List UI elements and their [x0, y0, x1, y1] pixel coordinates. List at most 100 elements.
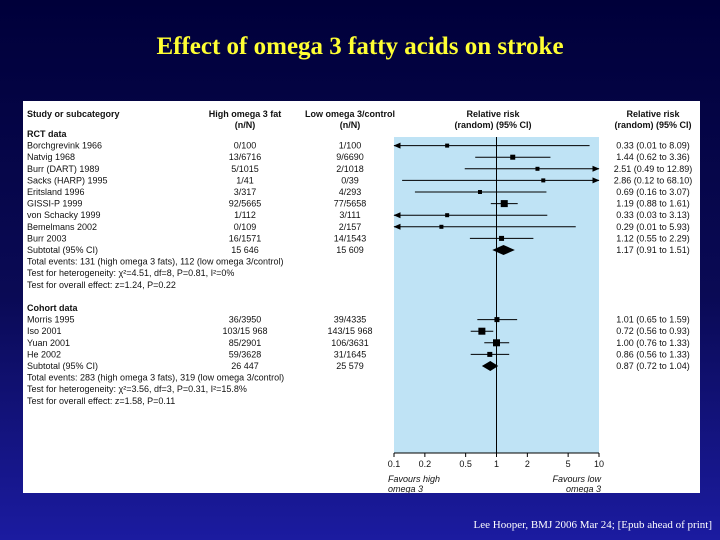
high-n: 59/3628 [229, 349, 262, 359]
study-name: Burr 2003 [27, 233, 67, 243]
low-n: 3/111 [339, 210, 360, 220]
study-row: Yuan 2001 85/2901 106/3631 1.00 (0.76 to 1.… [27, 338, 690, 348]
rr-ci-text: 1.01 (0.65 to 1.59) [616, 315, 690, 325]
low-n: 1/100 [339, 141, 362, 151]
study-name: Sacks (HARP) 1995 [27, 175, 108, 185]
citation: Lee Hooper, BMJ 2006 Mar 24; [Epub ahead… [473, 519, 712, 531]
ci-arrow-left [393, 223, 401, 230]
low-n: 39/4335 [334, 315, 367, 325]
x-tick-label: 10 [594, 459, 604, 469]
forest-plot: Study or subcategory High omega 3 fat (n… [27, 109, 692, 493]
study-row: Eritsland 1996 3/317 4/293 0.69 (0.16 to 3.… [27, 187, 690, 197]
pooled-estimate-diamond [481, 361, 499, 371]
header-rr-2: (random) (95% CI) [454, 120, 531, 130]
study-row: von Schacky 1999 1/112 3/111 0.33 (0.03 to … [27, 210, 690, 220]
subtotal-row: Subtotal (95% CI) 15 646 15 609 1.17 (0.91 … [27, 245, 690, 255]
ci-arrow-right [592, 177, 600, 184]
high-n: 1/41 [236, 175, 254, 185]
rr-ci-text: 1.12 (0.55 to 2.29) [616, 233, 690, 243]
high-n: 16/1571 [229, 233, 262, 243]
study-row: Morris 1995 36/3950 39/4335 1.01 (0.65 to 1… [27, 315, 690, 325]
rr-ci-text: 0.72 (0.56 to 0.93) [616, 326, 690, 336]
group-label: RCT data [27, 129, 67, 139]
effect-point [535, 166, 540, 171]
high-n: 36/3950 [229, 315, 262, 325]
study-row: GISSI-P 1999 92/5665 77/5658 1.19 (0.88 to … [27, 199, 690, 209]
rr-ci-text: 2.51 (0.49 to 12.89) [614, 164, 693, 174]
study-name: Burr (DART) 1989 [27, 164, 99, 174]
low-n: 2/157 [339, 222, 362, 232]
pooled-estimate-diamond [492, 245, 515, 255]
forest-marks [393, 137, 600, 453]
high-n: 13/6716 [229, 152, 262, 162]
effect-point [478, 327, 486, 335]
rr-ci-text: 0.86 (0.56 to 1.33) [616, 349, 690, 359]
study-row: Burr (DART) 1989 5/1015 2/1018 2.51 (0.49 t… [27, 164, 692, 174]
header-high-1: High omega 3 fat [209, 109, 282, 119]
effect-point [445, 213, 450, 218]
x-tick-label: 2 [525, 459, 530, 469]
forest-plot-panel: Study or subcategory High omega 3 fat (n… [23, 101, 700, 493]
subtotal-low-n: 15 609 [336, 245, 364, 255]
high-n: 1/112 [234, 210, 256, 220]
group-note: Total events: 131 (high omega 3 fats), 1… [27, 257, 283, 267]
low-n: 106/3631 [331, 338, 369, 348]
effect-point [487, 351, 493, 357]
study-name: Iso 2001 [27, 326, 62, 336]
x-tick-label: 0.5 [459, 459, 472, 469]
low-n: 14/1543 [334, 233, 367, 243]
group-note: Total events: 283 (high omega 3 fats), 3… [27, 373, 284, 383]
low-n: 31/1645 [334, 349, 367, 359]
slide-title: Effect of omega 3 fatty acids on stroke [156, 33, 564, 60]
study-row: Burr 2003 16/1571 14/1543 1.12 (0.55 to 2.2… [27, 233, 690, 243]
study-name: GISSI-P 1999 [27, 199, 82, 209]
rr-ci-text: 1.19 (0.88 to 1.61) [616, 199, 690, 209]
x-tick-label: 0.1 [388, 459, 401, 469]
high-n: 5/1015 [231, 164, 259, 174]
effect-point [445, 143, 450, 148]
effect-point [500, 200, 508, 208]
low-n: 143/15 968 [327, 326, 372, 336]
high-n: 0/100 [234, 141, 257, 151]
study-name: von Schacky 1999 [27, 210, 101, 220]
x-tick-label: 5 [566, 459, 571, 469]
subtotal-high-n: 26 447 [231, 361, 259, 371]
rr-ci-text: 1.44 (0.62 to 3.36) [616, 152, 690, 162]
high-n: 92/5665 [229, 199, 262, 209]
high-n: 103/15 968 [222, 326, 267, 336]
effect-point [541, 178, 546, 183]
study-row: Iso 2001 103/15 968 143/15 968 0.72 (0.56 t… [27, 326, 690, 336]
rr-ci-text: 0.33 (0.03 to 3.13) [616, 210, 690, 220]
subtotal-row: Subtotal (95% CI) 26 447 25 579 0.87 (0.72 … [27, 361, 690, 371]
rr-ci-text: 0.33 (0.01 to 8.09) [616, 141, 690, 151]
forest-rows: RCT data Borchgrevink 1966 0/100 1/100 0.33 … [27, 129, 692, 406]
favours-high-label: omega 3 [388, 484, 423, 493]
low-n: 9/6690 [336, 152, 364, 162]
high-n: 0/109 [234, 222, 257, 232]
study-name: Natvig 1968 [27, 152, 75, 162]
ci-arrow-left [393, 142, 401, 149]
low-n: 77/5658 [334, 199, 367, 209]
subtotal-label: Subtotal (95% CI) [27, 245, 98, 255]
study-row: Natvig 1968 13/6716 9/6690 1.44 (0.62 to 3.… [27, 152, 690, 162]
subtotal-low-n: 25 579 [336, 361, 364, 371]
study-name: Morris 1995 [27, 315, 75, 325]
rr-ci-text: 0.69 (0.16 to 3.07) [616, 187, 690, 197]
study-row: Bemelmans 2002 0/109 2/157 0.29 (0.01 to 5.… [27, 222, 690, 232]
favours-low-label: omega 3 [566, 484, 601, 493]
low-n: 0/39 [341, 175, 359, 185]
header-high-2: (n/N) [235, 120, 256, 130]
header-rr-1: Relative risk [466, 109, 520, 119]
x-tick-label: 0.2 [419, 459, 432, 469]
rr-ci-text: 0.29 (0.01 to 5.93) [616, 222, 690, 232]
study-row: He 2002 59/3628 31/1645 0.86 (0.56 to 1.33) [27, 349, 690, 359]
study-row: Borchgrevink 1966 0/100 1/100 0.33 (0.01 to… [27, 141, 690, 151]
favours-low-label: Favours low [552, 474, 601, 484]
favours-high-label: Favours high [388, 474, 440, 484]
subtotal-label: Subtotal (95% CI) [27, 361, 98, 371]
group-note: Test for overall effect: z=1.58, P=0.11 [27, 396, 175, 406]
effect-point [439, 224, 444, 229]
column-headers: Study or subcategory High omega 3 fat (n… [27, 109, 692, 130]
study-row: Sacks (HARP) 1995 1/41 0/39 2.86 (0.12 to 6… [27, 175, 692, 185]
